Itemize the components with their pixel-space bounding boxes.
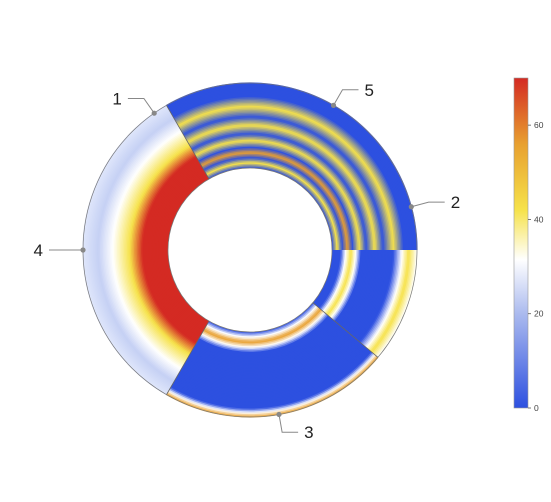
colorbar-gradient [513,77,529,409]
segment-5 [166,82,418,251]
colorbar-tick-label: 40 [534,214,544,224]
colorbar-tick-label: 60 [534,120,544,130]
segment-label-3: 3 [276,411,314,442]
segment-label-text: 4 [34,241,43,260]
segment-label-text: 2 [451,193,460,212]
ring [82,82,418,418]
segment-labels: 1 2 3 4 5 [34,81,461,442]
colorbar: 0 20 40 60 [513,77,544,413]
segment-label-4: 4 [34,241,86,260]
segment-label-1: 1 [112,89,157,116]
segment-label-text: 1 [112,89,121,108]
segment-label-text: 3 [304,423,313,442]
segment-label-5: 5 [330,81,374,108]
inner-rim [167,167,333,333]
colorbar-ticks: 0 20 40 60 [528,120,544,413]
segment-label-2: 2 [408,193,460,212]
colorbar-tick-label: 0 [534,403,539,413]
segment-4 [82,104,210,396]
segment-3 [166,302,379,418]
colorbar-tick-label: 20 [534,309,544,319]
segment-label-text: 5 [365,81,374,100]
